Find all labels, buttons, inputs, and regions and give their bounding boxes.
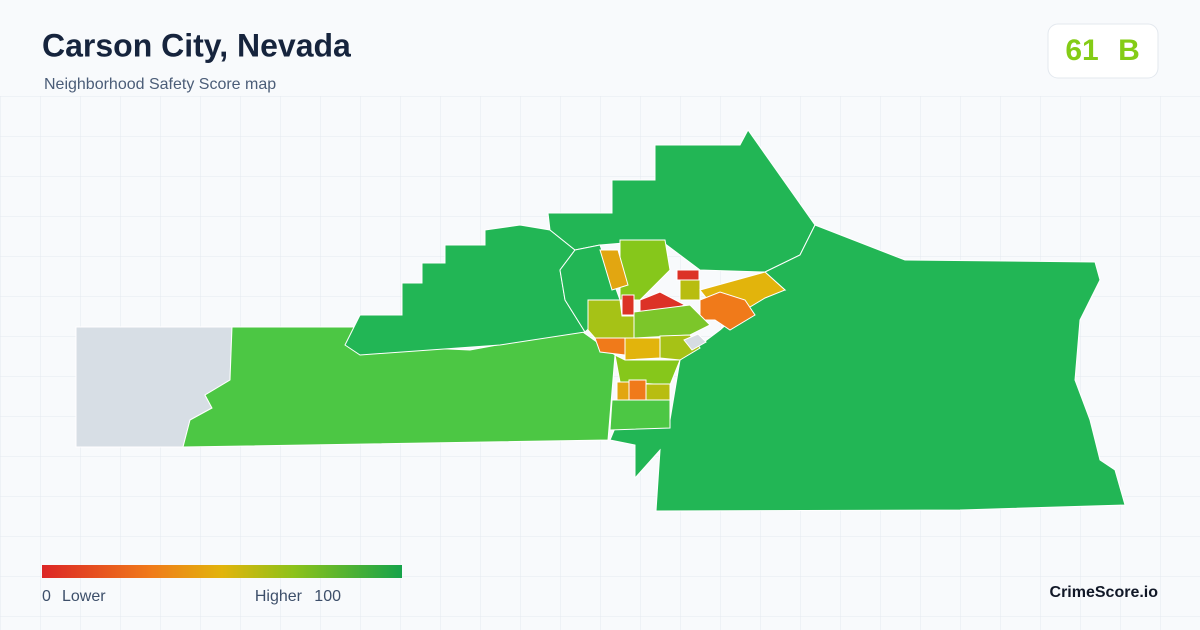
legend-max-label: Higher [255,588,303,605]
region [616,381,630,401]
brand: CrimeScore.io [1050,584,1159,601]
region [683,333,707,351]
region [599,249,629,291]
legend-scale [42,565,402,578]
legend-max: 100 [314,588,341,605]
title: Carson City, Nevada [42,27,351,63]
score-grade: B [1118,34,1140,67]
region [609,399,671,431]
map [75,129,1126,512]
legend-min: 0 [42,588,51,605]
legend-min-label: Lower [62,588,106,605]
region [633,304,711,339]
region [344,224,586,356]
region [628,379,647,401]
region [619,239,671,301]
region [679,279,701,301]
subtitle: Neighborhood Safety Score map [44,76,276,93]
score-box [1047,23,1159,79]
region [645,383,671,401]
score-value: 61 [1065,34,1098,67]
region [624,337,661,361]
region [621,294,635,316]
region [614,354,681,386]
region [676,269,700,281]
